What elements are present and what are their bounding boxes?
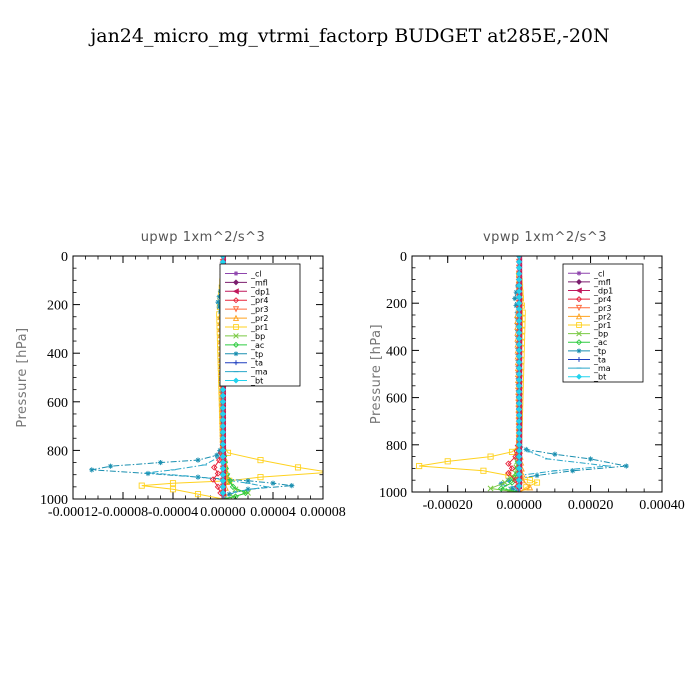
legend-item-dp1: _dp1 [568,287,613,296]
y-tick-label: 800 [386,439,407,454]
legend-label: _ta [250,359,263,368]
legend-item-pr2: _pr2 [568,312,611,321]
y-tick-label: 200 [47,299,68,314]
legend-label: _bt [250,377,263,386]
legend-item-pr4: _pr4 [225,296,268,305]
legend-label: _dp1 [593,287,613,296]
legend-label: _pr3 [250,305,268,314]
legend-item-bp: _bp [568,330,608,339]
legend-label: _mfl [593,278,611,287]
y-tick-label: 600 [47,396,68,411]
legend-label: _pr1 [593,321,611,330]
x-tick-label: -0.00004 [148,505,198,520]
panel-title: vpwp 1xm^2/s^3 [483,230,607,245]
legend-label: _ma [593,364,611,373]
series-group [416,256,629,492]
legend-label: _pr2 [250,314,268,323]
legend-label: _ma [250,368,268,377]
legend-item-ta: _ta [568,355,606,364]
y-tick-label: 400 [386,344,407,359]
legend-item-ta: _ta [225,359,263,368]
plot-frame [72,255,324,500]
legend-label: _dp1 [250,287,270,296]
series-markers-bt [515,256,523,490]
legend-label: _pr4 [250,296,268,305]
legend-label: _bp [593,330,608,339]
plot-frame [411,255,663,493]
x-tick-label: 0.00020 [568,498,614,513]
legend-label: _ac [593,338,607,347]
legend-item-pr4: _pr4 [568,295,611,304]
x-tick-label: -0.00020 [423,498,473,513]
legend-label: _tp [593,347,606,356]
series-line-pr4 [212,445,224,499]
legend-label: _cl [250,269,262,278]
series-line-ma [147,256,267,499]
legend-item-mfl: _mfl [225,278,268,287]
legend-label: _ac [250,341,264,350]
legend-label: _tp [250,350,263,359]
chart-panel-upwp: upwp 1xm^2/s^3 Pressure [hPa] 0 200 400 600 80… [15,230,346,520]
panel-title: upwp 1xm^2/s^3 [141,230,266,245]
x-tick-label: 0.00008 [300,505,346,520]
legend-item-tp: _tp [568,347,606,356]
y-tick-label: 200 [386,297,407,312]
legend-item-cl: _cl [225,269,262,278]
legend: _cl_mfl_dp1_pr4_pr3_pr2_pr1_bp_ac_tp_ta_… [562,263,644,383]
y-axis-label: Pressure [hPa] [369,324,384,424]
legend: _cl_mfl_dp1_pr4_pr3_pr2_pr1_bp_ac_tp_ta_… [219,263,301,387]
x-tick-label: 0.00000 [496,498,542,513]
legend-item-bt: _bt [225,377,263,386]
y-axis-label: Pressure [hPa] [15,327,30,427]
legend-item-ac: _ac [568,338,607,347]
legend-item-pr1: _pr1 [568,321,611,330]
legend-label: _mfl [250,278,268,287]
legend-label: _bt [593,373,606,382]
legend-label: _bp [250,332,265,341]
x-tick-label: -0.00008 [98,505,148,520]
legend-item-ac: _ac [225,341,264,350]
series-line-pr4 [507,439,520,492]
legend-item-cl: _cl [568,269,605,278]
legend-item-dp1: _dp1 [225,287,270,296]
y-tick-label: 600 [386,392,407,407]
legend-item-pr1: _pr1 [225,323,268,332]
figure-title: jan24_micro_mg_vtrmi_factorp BUDGET at28… [88,25,609,47]
legend-item-ma: _ma [568,364,611,373]
legend-item-pr2: _pr2 [225,314,268,323]
y-tick-label: 400 [47,347,68,362]
legend-label: _pr3 [593,304,611,313]
legend-label: _pr2 [593,312,611,321]
x-tick-label: 0.00004 [250,505,296,520]
y-tick-label: 1000 [379,486,407,501]
y-tick-label: 0 [400,250,407,265]
legend-item-pr3: _pr3 [225,305,268,314]
series-line-tp [500,279,627,492]
y-tick-label: 1000 [40,493,68,508]
legend-label: _cl [593,269,605,278]
y-tick-label: 0 [61,250,68,265]
legend-item-tp: _tp [225,350,263,359]
legend-label: _pr1 [250,323,268,332]
legend-item-mfl: _mfl [568,278,611,287]
x-tick-label: -0.00012 [48,505,98,520]
legend-item-pr3: _pr3 [568,304,611,313]
y-tick-label: 800 [47,444,68,459]
legend-label: _ta [593,355,606,364]
legend-item-bt: _bt [568,373,606,382]
legend-item-bp: _bp [225,332,265,341]
x-tick-label: 0.00000 [200,505,246,520]
legend-item-ma: _ma [225,368,268,377]
x-tick-label: 0.00040 [639,498,685,513]
chart-panel-vpwp: vpwp 1xm^2/s^3 Pressure [hPa] 0 200 400 600 80… [369,230,685,513]
legend-label: _pr4 [593,295,611,304]
